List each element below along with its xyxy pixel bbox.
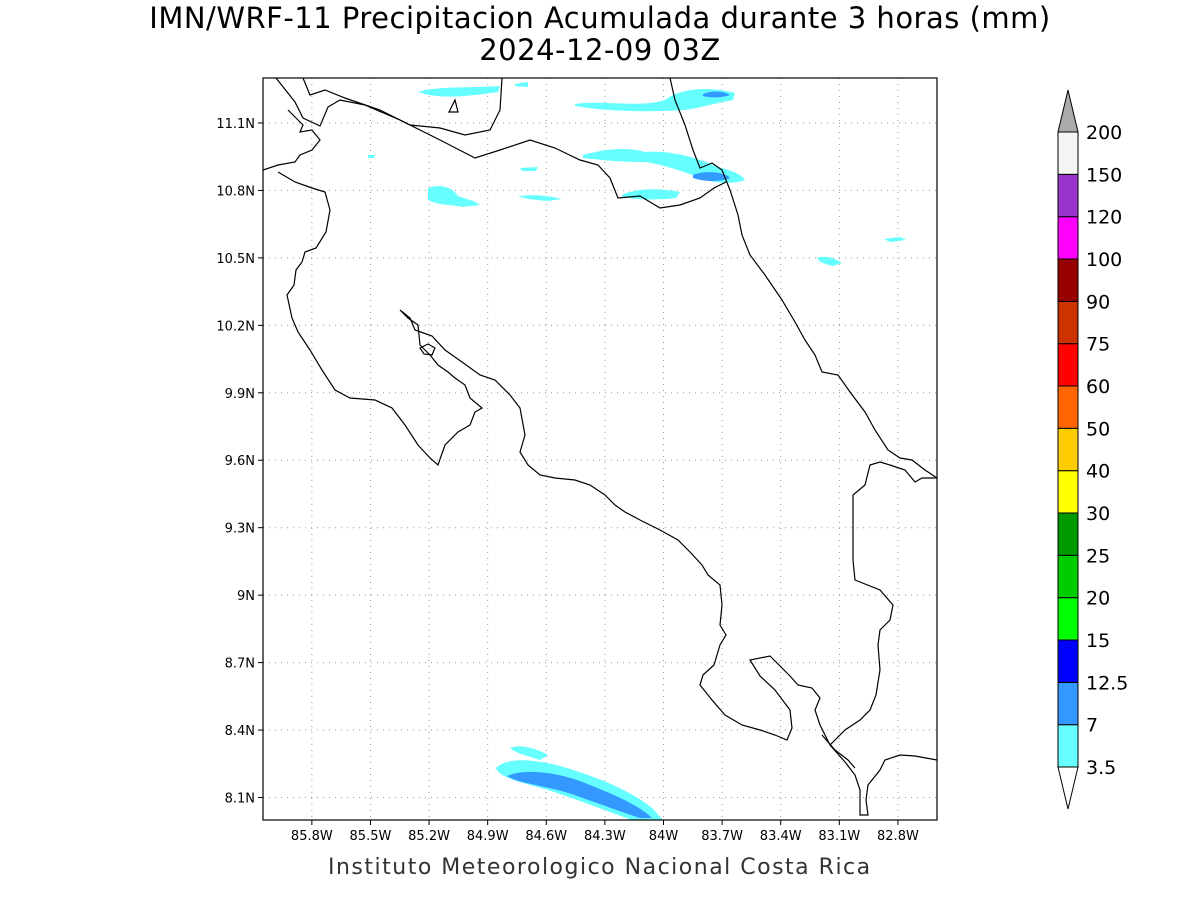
- map-gridlines: [263, 78, 937, 820]
- colorbar-label: 25: [1086, 545, 1110, 567]
- precip-area: [575, 88, 735, 112]
- coastline-pacific: [263, 109, 321, 171]
- tick-label-lat: 9.6N: [225, 454, 255, 469]
- colorbar-segment: [1057, 639, 1079, 683]
- colorbar-label: 3.5: [1086, 757, 1116, 779]
- colorbar-label: 60: [1086, 376, 1110, 398]
- map-title-line2: 2024-12-09 03Z: [479, 33, 721, 67]
- tick-label-lon: 84.3W: [584, 829, 626, 844]
- precip-area: [817, 256, 842, 266]
- tick-label-lat: 8.7N: [225, 657, 255, 672]
- precip-area: [510, 746, 548, 760]
- colorbar-label: 7: [1086, 715, 1098, 737]
- tick-label-lon: 85.2W: [408, 829, 450, 844]
- colorbar-segment: [1057, 131, 1079, 175]
- colorbar-segment: [1057, 512, 1079, 556]
- precip-area: [622, 189, 680, 200]
- precipitation-areas: [368, 82, 906, 820]
- tick-label-lon: 83.1W: [818, 829, 860, 844]
- colorbar-segment: [1057, 470, 1079, 514]
- tick-label-lon: 84W: [649, 829, 679, 844]
- precip-area: [428, 186, 480, 207]
- coastline-panama: [821, 734, 856, 769]
- precip-area: [368, 155, 375, 158]
- colorbar-label: 75: [1086, 334, 1110, 356]
- precip-area: [693, 172, 730, 181]
- colorbar-label: 20: [1086, 588, 1110, 610]
- colorbar-label: 100: [1086, 249, 1122, 271]
- coastline-panama: [829, 744, 937, 816]
- tick-label-lon: 84.6W: [525, 829, 567, 844]
- tick-label-lon: 83.4W: [760, 829, 802, 844]
- map-title: IMN/WRF-11 Precipitacion Acumulada duran…: [0, 2, 1200, 66]
- colorbar-segment: [1057, 343, 1079, 387]
- tick-label-lat: 10.8N: [216, 184, 255, 199]
- map-title-line1: IMN/WRF-11 Precipitacion Acumulada duran…: [149, 1, 1051, 35]
- tick-label-lat: 11.1N: [216, 117, 255, 132]
- precip-area: [884, 237, 906, 242]
- colorbar-segment: [1057, 385, 1079, 429]
- colorbar-segment: [1057, 300, 1079, 345]
- colorbar-label: 150: [1086, 164, 1122, 186]
- precip-area: [418, 86, 500, 97]
- tick-label-lon: 82.8W: [877, 829, 919, 844]
- precip-area: [518, 195, 562, 201]
- island-outline: [419, 343, 436, 356]
- colorbar-segment: [1057, 427, 1079, 472]
- colorbar-label: 15: [1086, 630, 1110, 652]
- border-line: [275, 78, 727, 209]
- tick-label-lat: 9.3N: [225, 522, 255, 537]
- coastline-caribbean: [669, 78, 937, 479]
- border-line: [448, 98, 459, 113]
- map-frame: [262, 77, 938, 821]
- colorbar-label: 120: [1086, 207, 1122, 229]
- precip-area: [507, 771, 652, 818]
- colorbar-segment: [1057, 724, 1079, 768]
- tick-label-lon: 85.8W: [291, 829, 333, 844]
- coastline-pacific: [277, 171, 937, 747]
- coastline: [263, 78, 937, 816]
- tick-label-lat: 9.9N: [225, 387, 255, 402]
- tick-label-lat: 8.4N: [225, 724, 255, 739]
- tick-label-lat: 10.5N: [216, 252, 255, 267]
- colorbar-segment: [1057, 258, 1079, 302]
- colorbar-segment: [1057, 173, 1079, 218]
- colorbar-arrow-top: [1057, 89, 1079, 133]
- tick-label-lat: 10.2N: [216, 319, 255, 334]
- tick-label-lat: 9N: [237, 589, 255, 604]
- colorbar-label: 40: [1086, 461, 1110, 483]
- colorbar-label: 90: [1086, 291, 1110, 313]
- tick-label-lon: 84.9W: [467, 829, 509, 844]
- tick-label-lon: 83.7W: [701, 829, 743, 844]
- colorbar-segment: [1057, 681, 1079, 726]
- colorbar-label: 30: [1086, 503, 1110, 525]
- precip-area: [703, 91, 730, 98]
- colorbar: 3.5 7 12.5 15 20 25 30 40 50 60 75 90 100 120 150 200: [1057, 89, 1128, 810]
- map-axis-ticks: 85.8W 85.5W 85.2W 84.9W 84.6W 84.3W 84W 83.7W 83…: [216, 117, 919, 844]
- colorbar-segment: [1057, 597, 1079, 641]
- colorbar-arrow-bottom: [1057, 766, 1079, 810]
- colorbar-label: 50: [1086, 418, 1110, 440]
- footer-credit: Instituto Meteorologico Nacional Costa R…: [328, 855, 872, 880]
- precip-area: [520, 167, 538, 171]
- tick-label-lon: 85.5W: [350, 829, 392, 844]
- colorbar-segment: [1057, 216, 1079, 260]
- colorbar-label: 12.5: [1086, 672, 1128, 694]
- border-line: [302, 78, 503, 136]
- colorbar-segment: [1057, 554, 1079, 599]
- tick-label-lat: 8.1N: [225, 792, 255, 807]
- colorbar-label: 200: [1086, 122, 1122, 144]
- precip-area: [515, 82, 528, 87]
